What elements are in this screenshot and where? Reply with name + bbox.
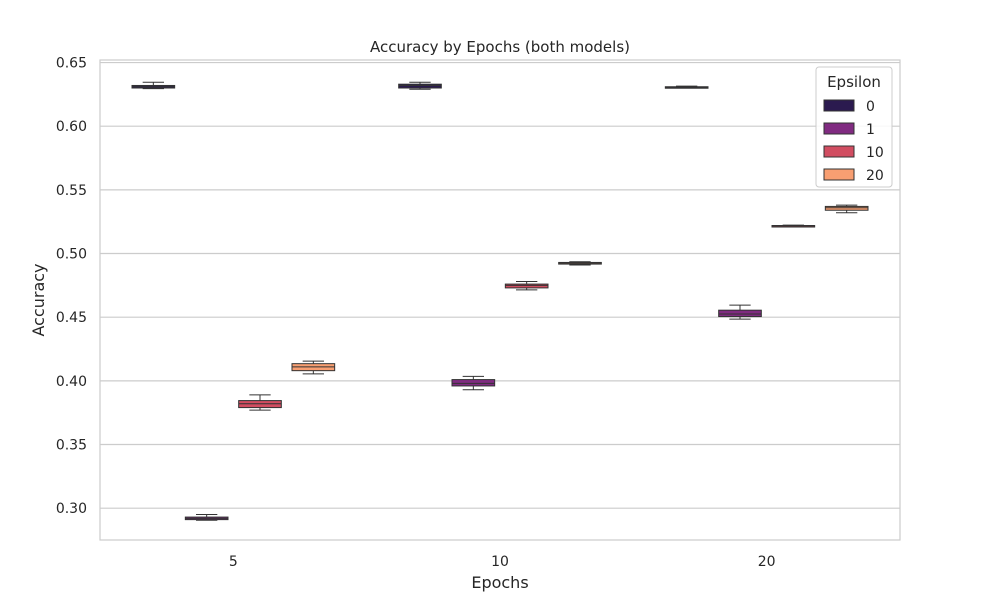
- box-eps-0-epochs-10: [398, 81, 442, 90]
- x-tick-label: 20: [758, 554, 776, 570]
- x-tick-label: 10: [491, 554, 509, 570]
- y-tick-label: 0.65: [56, 56, 87, 72]
- box: [718, 309, 762, 318]
- grid: [100, 61, 900, 509]
- box-eps-20-epochs-5: [291, 360, 336, 375]
- legend-label: 0: [866, 99, 875, 115]
- legend-swatch: [823, 145, 855, 158]
- y-tick-label: 0.50: [56, 247, 87, 263]
- x-tick-label: 5: [229, 554, 238, 570]
- box: [398, 83, 442, 89]
- y-tick-label: 0.55: [56, 183, 87, 199]
- legend-swatch: [823, 122, 855, 135]
- box-eps-10-epochs-10: [504, 281, 549, 291]
- box-plots: [131, 81, 869, 521]
- legend-items: 0 1 10 20: [823, 99, 884, 184]
- box-eps-10-epochs-5: [238, 394, 282, 411]
- legend-label: 20: [866, 168, 884, 184]
- y-axis-label: Accuracy: [29, 263, 48, 336]
- legend-title: Epsilon: [827, 73, 881, 91]
- legend-swatch: [823, 99, 855, 112]
- plot-frame: [99, 59, 901, 541]
- legend-label: 10: [866, 145, 884, 161]
- y-tick-label: 0.40: [56, 374, 87, 390]
- box-eps-0-epochs-5: [131, 81, 176, 90]
- box-eps-1-epochs-5: [184, 514, 229, 521]
- box: [824, 205, 869, 211]
- x-axis-ticks: 5 10 20: [229, 554, 776, 570]
- y-tick-label: 0.60: [56, 119, 87, 135]
- box-eps-0-epochs-20: [664, 85, 709, 89]
- x-axis-label: Epochs: [471, 573, 528, 592]
- box-eps-10-epochs-20: [771, 224, 816, 228]
- box-eps-20-epochs-10: [558, 261, 602, 266]
- y-tick-label: 0.35: [56, 438, 87, 454]
- legend-label: 1: [866, 122, 875, 138]
- box: [504, 283, 549, 289]
- y-tick-label: 0.45: [56, 310, 87, 326]
- legend-swatch: [823, 168, 855, 181]
- box-eps-1-epochs-10: [451, 375, 496, 391]
- legend: Epsilon 0 1 10 20: [815, 66, 893, 188]
- box-eps-20-epochs-20: [824, 204, 869, 214]
- y-tick-label: 0.30: [56, 501, 87, 517]
- chart-title: Accuracy by Epochs (both models): [370, 38, 630, 56]
- y-axis-ticks: 0.30 0.35 0.40 0.45 0.50 0.55 0.60 0.65: [56, 56, 87, 518]
- box-eps-1-epochs-20: [718, 304, 762, 320]
- box: [451, 379, 496, 387]
